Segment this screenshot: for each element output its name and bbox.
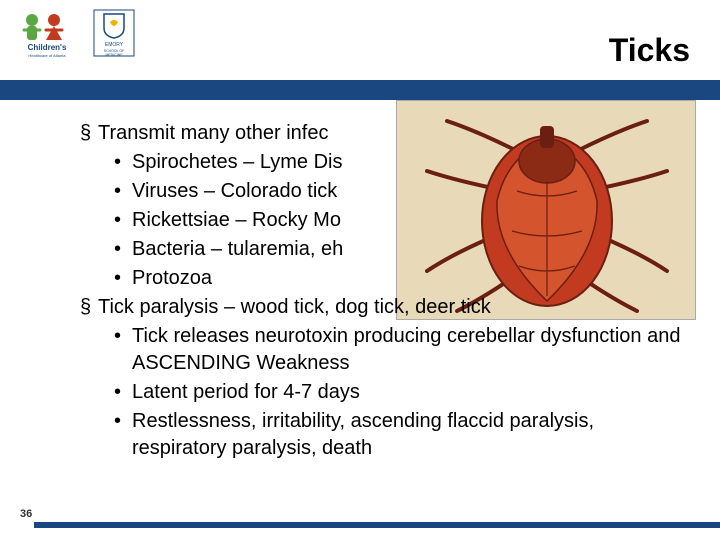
svg-text:Children's: Children's: [28, 43, 67, 52]
bullet-paralysis: Tick paralysis – wood tick, dog tick, de…: [80, 294, 690, 321]
svg-text:EMORY: EMORY: [105, 42, 124, 48]
bullet-content: Transmit many other infec Spirochetes – …: [80, 120, 690, 464]
svg-text:Healthcare of Atlanta: Healthcare of Atlanta: [28, 53, 66, 58]
bullet-bacteria: Bacteria – tularemia, eh: [80, 236, 690, 263]
header: Children's Healthcare of Atlanta EMORY S…: [0, 0, 720, 100]
svg-text:MEDICINE: MEDICINE: [105, 53, 123, 57]
bullet-transmit: Transmit many other infec: [80, 120, 690, 147]
bullet-symptoms: Restlessness, irritability, ascending fl…: [80, 408, 690, 462]
bullet-rickettsiae: Rickettsiae – Rocky Mo: [80, 207, 690, 234]
slide-title: Ticks: [609, 32, 690, 69]
title-underline-bar: [0, 80, 720, 100]
slide-number: 36: [20, 508, 32, 520]
bullet-latent: Latent period for 4-7 days: [80, 379, 690, 406]
bullet-spirochetes: Spirochetes – Lyme Dis: [80, 149, 690, 176]
emory-logo-icon: EMORY SCHOOL OF MEDICINE: [92, 8, 136, 58]
footer-bar: [34, 522, 720, 528]
logo-row: Children's Healthcare of Atlanta EMORY S…: [12, 8, 136, 58]
bullet-viruses: Viruses – Colorado tick: [80, 178, 690, 205]
bullet-protozoa: Protozoa: [80, 265, 690, 292]
childrens-logo-icon: Children's Healthcare of Atlanta: [12, 8, 82, 58]
bullet-neurotoxin: Tick releases neurotoxin producing cereb…: [80, 323, 690, 377]
